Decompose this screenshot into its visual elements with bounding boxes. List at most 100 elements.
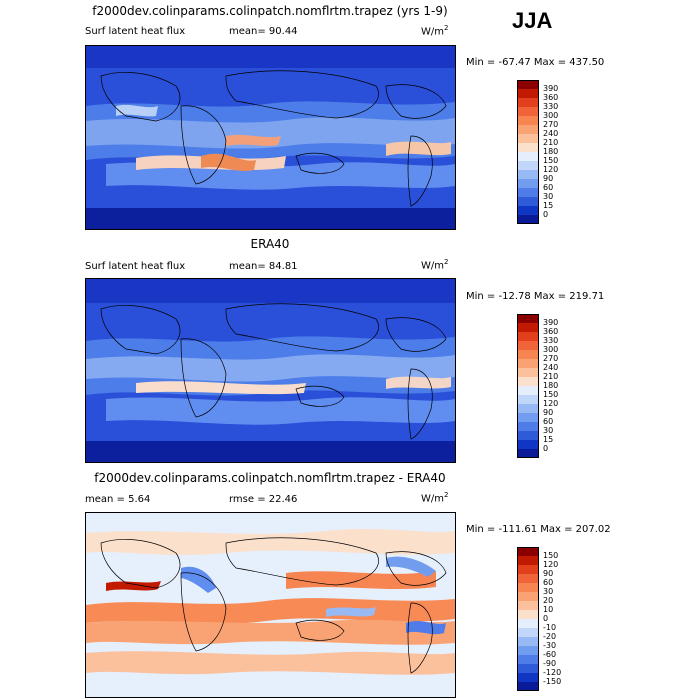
colorbar-swatch [517,404,539,413]
colorbar-label: 180 [543,147,559,156]
colorbar-label: 30 [543,426,554,435]
colorbar-label: 210 [543,138,559,147]
colorbar-swatch [517,116,539,125]
panel2-map-field [86,279,455,462]
colorbar-label: 0 [543,614,549,623]
colorbar-swatch [517,206,539,215]
colorbar-label: 15 [543,435,554,444]
colorbar-label: 120 [543,399,559,408]
colorbar-swatch [517,565,539,574]
colorbar-swatch [517,143,539,152]
colorbar-swatch [517,98,539,107]
panel1-title: f2000dev.colinparams.colinpatch.nomflrtm… [92,4,448,18]
colorbar-label: 90 [543,569,554,578]
colorbar-label: 300 [543,111,559,120]
panel3-minmax: Min = -111.61 Max = 207.02 [466,524,611,535]
panel3-mean: mean = 5.64 [85,494,151,505]
colorbar-label: 60 [543,578,554,587]
colorbar-label: 150 [543,390,559,399]
colorbar-swatch [517,179,539,188]
colorbar-label: 330 [543,102,559,111]
panel3-map-field [86,513,455,697]
panel3-title: f2000dev.colinparams.colinpatch.nomflrtm… [94,471,446,485]
panel2-map [85,278,456,463]
colorbar-swatch [517,170,539,179]
colorbar-swatch [517,215,539,224]
colorbar-swatch [517,152,539,161]
colorbar-label: -90 [543,659,557,668]
colorbar-label: 20 [543,596,554,605]
colorbar-label: 210 [543,372,559,381]
colorbar-swatch [517,619,539,628]
colorbar-swatch [517,413,539,422]
colorbar-label: 60 [543,183,554,192]
colorbar-swatch [517,592,539,601]
colorbar-label: -20 [543,632,557,641]
colorbar-label: 90 [543,174,554,183]
colorbar-swatch [517,89,539,98]
colorbar-label: 240 [543,129,559,138]
panel1-units: W/m2 [421,24,449,38]
colorbar-swatch [517,673,539,682]
colorbar-swatch [517,107,539,116]
colorbar-label: 150 [543,551,559,560]
colorbar-swatch [517,601,539,610]
colorbar-swatch [517,368,539,377]
colorbar-swatch [517,449,539,458]
colorbar-label: 180 [543,381,559,390]
colorbar-label: -150 [543,677,562,686]
colorbar-label: 60 [543,417,554,426]
colorbar-swatch [517,628,539,637]
colorbar-label: 240 [543,363,559,372]
colorbar-label: -60 [543,650,557,659]
colorbar-label: 300 [543,345,559,354]
colorbar-label: 0 [543,210,549,219]
colorbar-swatch [517,395,539,404]
panel2-colorbar: 390 360 330 300 270 240 210 180 150 120 90 60 30 15 0 [517,314,577,458]
colorbar-swatch [517,197,539,206]
panel2-title: ERA40 [250,237,290,251]
colorbar-swatch [517,440,539,449]
colorbar-swatch [517,350,539,359]
colorbar-swatch [517,332,539,341]
colorbar-swatch [517,431,539,440]
colorbar-label: 270 [543,120,559,129]
panel3-units: W/m2 [421,491,449,505]
colorbar-swatch [517,188,539,197]
colorbar-swatch [517,583,539,592]
colorbar-swatch [517,646,539,655]
colorbar-label: -10 [543,623,557,632]
colorbar-swatch [517,314,539,323]
colorbar-swatch [517,323,539,332]
colorbar-swatch [517,80,539,89]
panel2-mean: mean= 84.81 [229,261,298,272]
colorbar-swatch [517,359,539,368]
colorbar-label: 15 [543,201,554,210]
panel1-mean: mean= 90.44 [229,26,298,37]
colorbar-swatch [517,422,539,431]
colorbar-label: 360 [543,93,559,102]
colorbar-swatch [517,664,539,673]
colorbar-label: 390 [543,84,559,93]
colorbar-swatch [517,386,539,395]
colorbar-label: 150 [543,156,559,165]
panel2-minmax: Min = -12.78 Max = 219.71 [466,291,605,302]
colorbar-swatch [517,547,539,556]
colorbar-swatch [517,682,539,691]
colorbar-swatch [517,377,539,386]
colorbar-swatch [517,125,539,134]
colorbar-swatch [517,655,539,664]
panel1-field-label: Surf latent heat flux [85,26,186,37]
colorbar-swatch [517,637,539,646]
colorbar-swatch [517,341,539,350]
panel3-map [85,512,456,698]
colorbar-swatch [517,610,539,619]
colorbar-label: 360 [543,327,559,336]
colorbar-swatch [517,574,539,583]
colorbar-label: -120 [543,668,562,677]
colorbar-label: 30 [543,587,554,596]
colorbar-label: 390 [543,318,559,327]
colorbar-label: 120 [543,165,559,174]
panel3-rmse: rmse = 22.46 [229,494,298,505]
colorbar-label: 270 [543,354,559,363]
